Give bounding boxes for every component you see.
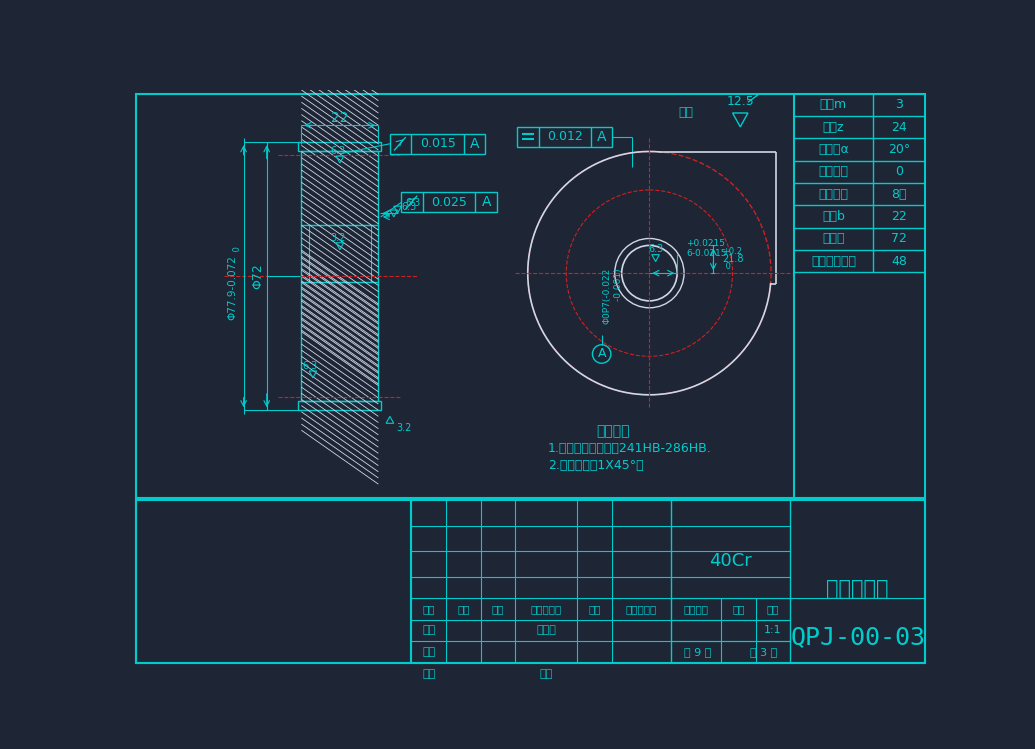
Text: 配对齿轮齿数: 配对齿轮齿数 (811, 255, 856, 267)
Bar (298, 142, 382, 151)
Bar (516, 127, 613, 147)
Text: 48: 48 (891, 255, 907, 267)
Text: 3: 3 (895, 98, 903, 112)
Bar (390, 134, 485, 154)
Text: 2.未注明倒角1X45°。: 2.未注明倒角1X45°。 (548, 459, 644, 472)
Text: 1:1: 1:1 (764, 625, 781, 635)
Text: +0.2: +0.2 (722, 247, 742, 256)
Text: Φ77.9-0.072: Φ77.9-0.072 (228, 255, 238, 321)
Text: Φ72: Φ72 (250, 264, 264, 289)
Text: 72: 72 (891, 232, 907, 246)
Text: 0.015: 0.015 (420, 137, 455, 151)
Text: 技术要求: 技术要求 (596, 424, 630, 438)
Text: 0.025: 0.025 (432, 195, 467, 209)
Text: 外妙: 外妙 (457, 604, 470, 614)
Text: 0: 0 (895, 166, 903, 178)
Text: 22: 22 (891, 210, 907, 223)
Text: 标记: 标记 (422, 604, 435, 614)
Bar (402, 192, 497, 212)
Text: A: A (597, 130, 607, 144)
Text: QPJ-00-03: QPJ-00-03 (790, 625, 925, 649)
Text: 20°: 20° (888, 143, 910, 156)
Text: -0.001): -0.001) (614, 268, 623, 324)
Bar (309, 225, 371, 282)
Text: 签名: 签名 (588, 604, 600, 614)
Text: 6.3: 6.3 (402, 202, 417, 212)
Text: 更改文件号: 更改文件号 (531, 604, 562, 614)
Text: 设计: 设计 (422, 625, 436, 635)
Text: 6-0.0215: 6-0.0215 (686, 249, 727, 258)
Bar (301, 151, 379, 401)
Text: 0: 0 (233, 246, 242, 276)
Text: 齿数z: 齿数z (823, 121, 845, 134)
Text: 8级: 8级 (891, 188, 907, 201)
Text: 中心距: 中心距 (822, 232, 845, 246)
Text: 阶段标记: 阶段标记 (683, 604, 709, 614)
Text: 工艺: 工艺 (422, 669, 436, 679)
Text: 其余: 其余 (679, 106, 693, 120)
Text: 年、月、日: 年、月、日 (626, 604, 657, 614)
Text: 小直齿齿轮: 小直齿齿轮 (826, 579, 889, 599)
Text: 0: 0 (722, 262, 731, 271)
Text: 21.8: 21.8 (722, 254, 744, 264)
Bar (298, 401, 382, 410)
Text: 6.3: 6.3 (648, 244, 663, 254)
Text: A: A (470, 137, 479, 151)
Text: 第 3 张: 第 3 张 (749, 647, 777, 657)
Text: 批准: 批准 (539, 669, 553, 679)
Text: 24: 24 (891, 121, 907, 134)
Text: 6.3: 6.3 (406, 198, 420, 208)
Text: 6.3: 6.3 (302, 360, 318, 371)
Text: A: A (481, 195, 491, 209)
Text: 变位系数: 变位系数 (819, 166, 849, 178)
Text: 模数m: 模数m (820, 98, 847, 112)
Text: 标准化: 标准化 (536, 625, 556, 635)
Text: 重量: 重量 (732, 604, 744, 614)
Text: +0.0215: +0.0215 (686, 240, 726, 249)
Text: 单核: 单核 (422, 647, 436, 657)
Text: 3.2: 3.2 (330, 233, 346, 243)
Text: 1.调质处理，硬度为241HB-286HB.: 1.调质处理，硬度为241HB-286HB. (548, 442, 711, 455)
Text: 12.5: 12.5 (727, 95, 755, 108)
Text: 40Cr: 40Cr (709, 552, 752, 570)
Text: 6.3: 6.3 (331, 146, 346, 156)
Text: A: A (597, 348, 605, 360)
Text: Φ0P7(-0.022: Φ0P7(-0.022 (602, 268, 612, 324)
Text: 齿宽b: 齿宽b (822, 210, 845, 223)
Text: 分区: 分区 (492, 604, 504, 614)
Text: 3.2: 3.2 (396, 423, 412, 433)
Text: 齿形角α: 齿形角α (818, 143, 849, 156)
Bar (412, 500, 925, 663)
Text: 0.012: 0.012 (546, 130, 583, 143)
Bar (136, 500, 412, 663)
Text: 共 9 张: 共 9 张 (684, 647, 712, 657)
Text: 22: 22 (331, 112, 349, 125)
Text: 比例: 比例 (767, 604, 779, 614)
Text: 精度等级: 精度等级 (819, 188, 849, 201)
